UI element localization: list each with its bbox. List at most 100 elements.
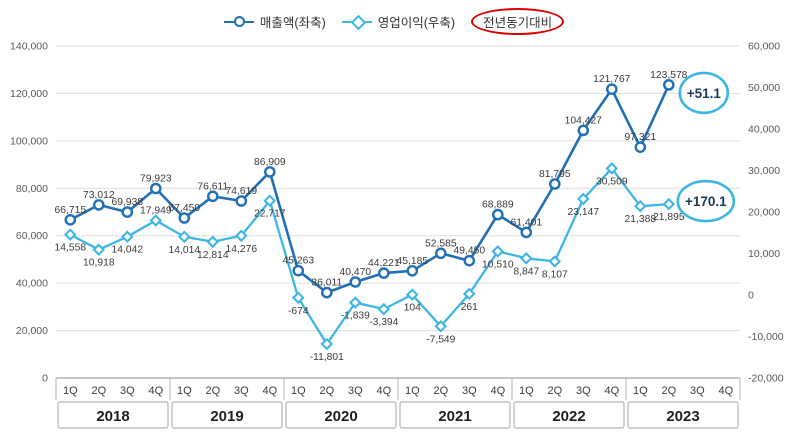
svg-text:2018: 2018 [96,408,129,425]
svg-text:1Q: 1Q [291,385,306,397]
operating-profit-series [64,162,675,351]
svg-text:104: 104 [404,303,421,314]
svg-text:8,847: 8,847 [513,266,539,277]
svg-text:2022: 2022 [552,408,585,425]
yoy-badges: +51.1 +170.1 [676,71,736,223]
svg-text:1Q: 1Q [177,385,192,397]
svg-text:20,000: 20,000 [16,325,48,337]
svg-text:2Q: 2Q [547,385,562,397]
svg-text:104,427: 104,427 [565,115,602,126]
svg-text:1Q: 1Q [405,385,420,397]
legend-label-yoy: 전년동기대비 [483,16,553,30]
svg-text:21,895: 21,895 [653,212,685,223]
svg-text:2020: 2020 [324,408,357,425]
legend-label-operating-profit: 영업이익(우축) [377,16,456,30]
svg-text:2Q: 2Q [433,385,448,397]
svg-text:2Q: 2Q [661,385,676,397]
svg-text:45,263: 45,263 [283,256,315,267]
svg-text:45,185: 45,185 [397,256,429,267]
svg-text:-7,549: -7,549 [426,334,455,345]
svg-text:-20,000: -20,000 [748,373,784,385]
svg-text:120,000: 120,000 [10,88,48,100]
svg-text:1Q: 1Q [633,385,648,397]
svg-text:2Q: 2Q [319,385,334,397]
legend-label-revenue: 매출액(좌축) [259,16,326,30]
svg-text:3Q: 3Q [120,385,135,397]
svg-text:86,909: 86,909 [254,157,286,168]
svg-text:68,889: 68,889 [482,200,514,211]
svg-text:49,450: 49,450 [454,246,486,257]
svg-text:69,938: 69,938 [112,197,144,208]
right-axis: 60,000 50,000 40,000 30,000 20,000 10,000 0 -10… [748,41,784,385]
svg-text:4Q: 4Q [718,385,733,397]
svg-text:140,000: 140,000 [10,41,48,53]
svg-text:14,558: 14,558 [55,243,87,254]
svg-text:-1,839: -1,839 [341,311,370,322]
svg-text:4Q: 4Q [490,385,505,397]
gridlines [56,45,740,379]
svg-text:80,000: 80,000 [16,183,48,195]
svg-text:-11,801: -11,801 [310,352,344,363]
svg-text:2Q: 2Q [91,385,106,397]
svg-text:14,276: 14,276 [226,244,258,255]
legend-item-revenue: 매출액(좌축) [223,12,326,31]
svg-text:10,000: 10,000 [748,248,780,260]
legend-item-yoy: 전년동기대비 [471,8,565,35]
svg-text:261: 261 [461,302,478,313]
revenue-series [64,79,675,299]
svg-text:4Q: 4Q [604,385,619,397]
svg-text:61,401: 61,401 [511,217,543,228]
left-axis: 140,000 120,000 100,000 80,000 60,000 40,000 2… [10,41,48,385]
svg-text:60,000: 60,000 [16,230,48,242]
svg-text:30,000: 30,000 [748,165,780,177]
svg-text:67,450: 67,450 [169,203,201,214]
legend-item-operating-profit: 영업이익(우축) [341,12,456,31]
svg-text:3Q: 3Q [462,385,477,397]
svg-text:8,107: 8,107 [542,269,568,280]
svg-text:21,388: 21,388 [625,214,657,225]
svg-text:0: 0 [42,373,48,385]
profit-diamond-marker-icon [341,14,372,31]
svg-text:10,510: 10,510 [482,259,514,270]
svg-text:-3,394: -3,394 [369,317,398,328]
svg-text:-10,000: -10,000 [748,331,784,343]
svg-text:3Q: 3Q [690,385,705,397]
svg-text:36,011: 36,011 [311,278,342,289]
svg-text:30,509: 30,509 [596,176,628,187]
svg-text:1Q: 1Q [519,385,534,397]
svg-text:74,619: 74,619 [226,186,258,197]
chart-legend: 매출액(좌축) 영업이익(우축) 전년동기대비 [0,8,788,35]
svg-text:2021: 2021 [438,408,471,425]
svg-text:22,717: 22,717 [254,209,286,220]
svg-text:97,321: 97,321 [625,132,657,143]
svg-text:+170.1: +170.1 [685,194,727,209]
svg-text:66,715: 66,715 [55,205,87,216]
svg-text:50,000: 50,000 [748,82,780,94]
svg-text:2Q: 2Q [205,385,220,397]
svg-text:0: 0 [748,290,754,302]
svg-text:12,814: 12,814 [197,250,229,261]
svg-text:4Q: 4Q [376,385,391,397]
svg-text:14,014: 14,014 [169,245,201,256]
svg-text:10,918: 10,918 [83,258,115,269]
svg-text:44,221: 44,221 [368,258,400,269]
svg-text:81,795: 81,795 [539,169,571,180]
svg-text:-674: -674 [288,306,309,317]
svg-text:+51.1: +51.1 [687,86,722,101]
svg-text:40,470: 40,470 [340,267,372,278]
svg-text:60,000: 60,000 [748,41,780,53]
svg-text:40,000: 40,000 [16,278,48,290]
svg-text:14,042: 14,042 [112,245,144,256]
svg-text:2023: 2023 [666,408,699,425]
svg-text:23,147: 23,147 [568,207,600,218]
svg-text:4Q: 4Q [262,385,277,397]
svg-text:100,000: 100,000 [10,135,48,147]
svg-text:2019: 2019 [210,408,243,425]
svg-text:73,012: 73,012 [83,190,115,201]
revenue-circle-marker-icon [223,15,254,28]
svg-text:20,000: 20,000 [748,207,780,219]
svg-text:76,611: 76,611 [197,181,228,192]
svg-text:123,578: 123,578 [650,70,687,81]
